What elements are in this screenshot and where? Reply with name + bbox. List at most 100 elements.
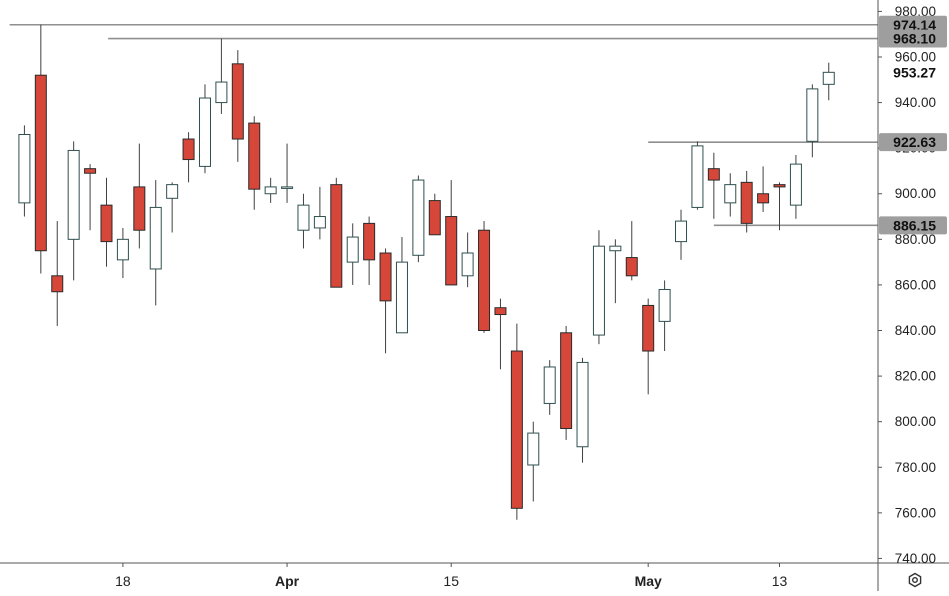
candle — [313, 186, 326, 240]
candle — [494, 298, 507, 370]
candle — [100, 177, 113, 267]
candle-body-up — [395, 261, 408, 334]
price-tag-box — [879, 29, 947, 48]
candle-body-up — [166, 184, 179, 199]
candle — [67, 141, 80, 281]
candle-body-down — [428, 200, 441, 236]
x-tick-label: 18 — [115, 573, 131, 589]
candle-body-up — [724, 184, 737, 204]
candle-body-up — [822, 71, 835, 85]
candle-body-up — [691, 145, 704, 208]
candle-body-down — [773, 184, 786, 188]
candle — [116, 227, 129, 279]
candle — [757, 166, 770, 212]
candle-body-up — [461, 252, 474, 277]
candle-body-up — [609, 245, 622, 252]
x-tick-label: May — [635, 573, 662, 589]
candle — [379, 248, 392, 354]
candle-body-down — [510, 350, 523, 509]
level-price-tag: 968.10 — [879, 29, 947, 48]
y-tick-label: 840.00 — [895, 323, 936, 338]
y-tick-label: 960.00 — [895, 49, 936, 64]
candle — [691, 141, 704, 210]
y-tick-label: 780.00 — [895, 460, 936, 475]
candle — [642, 298, 655, 395]
candle-body-down — [757, 193, 770, 204]
candle — [445, 180, 458, 286]
candle-body-up — [576, 361, 589, 448]
candle-body-down — [625, 257, 638, 277]
price-tag-label: 886.15 — [893, 217, 936, 233]
candle-body-down — [445, 216, 458, 286]
candle — [543, 360, 556, 415]
candle-body-up — [281, 186, 294, 189]
horizontal-levels — [9, 23, 878, 227]
candle — [166, 182, 179, 233]
candle-body-down — [642, 304, 655, 352]
candle-body-up — [675, 220, 688, 243]
candle-body-up — [116, 238, 129, 261]
candles — [18, 24, 835, 520]
candle — [18, 125, 31, 217]
price-tag-label: 974.14 — [893, 17, 936, 33]
candle — [34, 24, 47, 274]
candle — [264, 177, 277, 203]
candle — [625, 221, 638, 281]
candle — [707, 152, 720, 219]
chart-settings-button[interactable] — [903, 570, 927, 590]
candle-body-up — [789, 163, 802, 206]
price-tag-label: 953.27 — [893, 64, 936, 80]
candle — [789, 154, 802, 219]
level-price-tag: 886.15 — [879, 216, 947, 235]
y-tick-label: 760.00 — [895, 505, 936, 520]
candle-body-down — [51, 275, 64, 293]
candle-body-down — [478, 229, 491, 332]
candle-body-down — [560, 332, 573, 430]
last-price-tag: 953.27 — [879, 63, 947, 82]
candle — [395, 237, 408, 334]
candle-body-up — [543, 366, 556, 404]
y-tick-label: 800.00 — [895, 414, 936, 429]
candle — [182, 132, 195, 183]
candle — [51, 221, 64, 326]
candle — [297, 193, 310, 249]
candle — [478, 221, 491, 333]
candle — [592, 230, 605, 345]
candle-body-up — [18, 133, 31, 204]
candle — [248, 116, 261, 210]
candle-body-down — [133, 186, 146, 231]
candle-body-up — [412, 179, 425, 256]
candle-body-down — [740, 181, 753, 224]
candle — [84, 164, 97, 231]
candle — [281, 143, 294, 203]
candle-body-down — [494, 307, 507, 316]
x-tick-label: 13 — [772, 573, 788, 589]
price-tag-box — [879, 63, 947, 82]
candle-body-up — [313, 216, 326, 229]
candle — [412, 175, 425, 263]
gear-icon — [908, 572, 922, 588]
y-tick-label: 860.00 — [895, 277, 936, 292]
candle — [461, 232, 474, 288]
candle — [133, 143, 146, 249]
candle — [576, 357, 589, 463]
price-tag-box — [879, 133, 947, 152]
candle — [806, 84, 819, 158]
y-tick-label: 880.00 — [895, 232, 936, 247]
candle — [428, 193, 441, 236]
candle-body-down — [379, 252, 392, 302]
candle-body-up — [527, 432, 540, 466]
y-tick-label: 940.00 — [895, 95, 936, 110]
candle-body-down — [231, 63, 244, 140]
y-tick-label: 980.00 — [895, 4, 936, 19]
candle-body-up — [592, 245, 605, 336]
candle — [346, 223, 359, 285]
candle — [724, 173, 737, 217]
candle-body-up — [297, 204, 310, 231]
x-tick-label: 15 — [443, 573, 459, 589]
candle — [822, 62, 835, 101]
